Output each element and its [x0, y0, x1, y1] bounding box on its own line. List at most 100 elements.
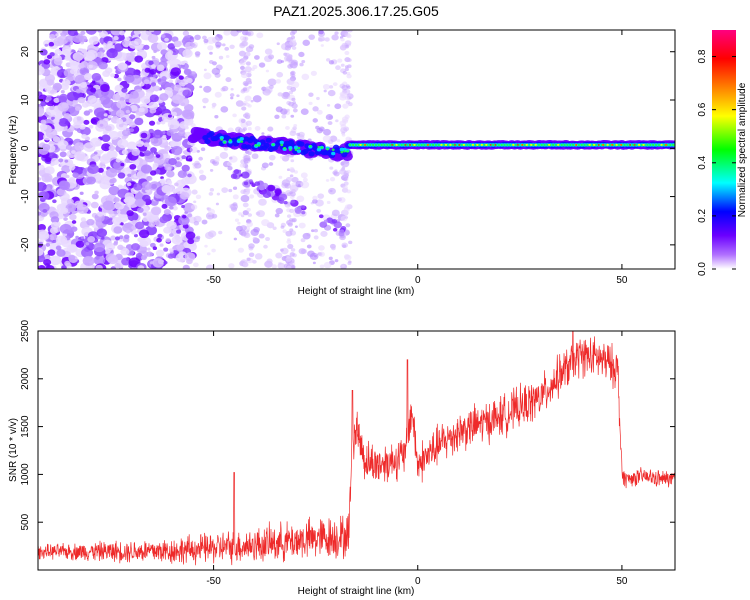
spectrogram-cell: [278, 193, 288, 201]
spectrogram-cell: [288, 146, 293, 150]
spectrogram-cell: [143, 142, 150, 148]
spectrogram-cell: [152, 129, 164, 139]
spectrogram-cell: [159, 215, 169, 224]
spectrogram-cell: [125, 229, 131, 234]
snr-frame: [37, 330, 676, 571]
spectrogram-cell: [190, 123, 196, 128]
spectrogram-cell: [503, 143, 507, 147]
spectrogram-cell: [97, 167, 104, 173]
spectrogram-cell: [97, 211, 104, 217]
spectrogram-cell: [265, 236, 270, 242]
spectrogram-cell: [256, 32, 264, 39]
spectrogram-cell: [316, 96, 320, 101]
spectrogram-cell: [129, 91, 139, 99]
spectrogram-cell: [339, 94, 347, 101]
spectrogram-cell: [135, 221, 145, 230]
spectrogram-cell: [126, 141, 137, 150]
spectrogram-cell: [246, 257, 251, 262]
spectrogram-cell: [121, 129, 131, 137]
spectrogram-cell: [128, 98, 134, 104]
spectrogram-cell: [301, 210, 306, 215]
spectrogram-cell: [400, 143, 404, 147]
spectrogram-cell: [340, 215, 348, 222]
spectrogram-cell: [164, 37, 169, 42]
x-tick-label: 0: [415, 576, 421, 587]
spectrogram-cell: [79, 124, 86, 130]
spectrogram-cell: [174, 187, 183, 195]
spectrogram-cell: [109, 48, 116, 53]
spectrogram-cell: [164, 87, 173, 94]
spectrogram-cell: [462, 143, 466, 146]
spectrogram-cell: [68, 165, 76, 171]
spectrogram-cell: [331, 209, 340, 217]
x-tick-label: -50: [206, 576, 221, 587]
spectrogram-cell: [121, 87, 128, 93]
spectrogram-cell: [97, 30, 103, 33]
spectrogram-cell: [176, 229, 182, 234]
spectrogram-cell: [301, 73, 310, 81]
spectrogram-cell: [192, 44, 198, 49]
spectrogram-cell: [252, 95, 262, 103]
spectrogram-cell: [300, 181, 310, 189]
spectrogram-cell: [337, 197, 342, 202]
spectrogram-cell: [602, 144, 605, 146]
spectrogram-cell: [334, 169, 338, 172]
spectrogram-cell: [187, 213, 193, 218]
spectrogram-cell: [50, 157, 60, 166]
spectrogram-cell: [134, 198, 145, 207]
spectrogram-cell: [336, 139, 341, 143]
spectrogram-cell: [289, 208, 295, 213]
spectrogram-cell: [343, 177, 348, 181]
spectrogram-cell: [199, 174, 207, 181]
spectrogram-cell: [312, 118, 318, 123]
spectrogram-cell: [206, 36, 216, 45]
spectrogram-cell: [312, 106, 319, 112]
spectrogram-cell: [107, 114, 112, 119]
spectrogram-cell: [43, 59, 51, 65]
spectrogram-cell: [58, 180, 71, 191]
spectrogram-cell: [294, 148, 298, 151]
spectrogram-cell: [150, 64, 156, 69]
spectrogram-cell: [219, 135, 224, 140]
spectrogram-x-ticks: -50 0 50: [206, 30, 628, 286]
spectrogram-cell: [138, 229, 150, 239]
spectrogram-cell: [150, 136, 163, 147]
spectrogram-cell: [61, 46, 72, 55]
spectrogram-cell: [344, 114, 350, 119]
spectrogram-cell: [288, 101, 295, 107]
spectrogram-cell: [131, 243, 140, 251]
spectrogram-cell: [247, 126, 252, 131]
spectrogram-cell: [53, 118, 60, 124]
spectrogram-cell: [428, 143, 432, 147]
spectrogram-cell: [203, 85, 212, 93]
spectrogram-cell: [322, 83, 330, 90]
spectrogram-cell: [258, 62, 266, 68]
spectrogram-cell: [290, 70, 296, 76]
spectrogram-cell: [312, 195, 318, 201]
spectrogram-cell: [263, 142, 270, 148]
spectrogram-cell: [229, 44, 235, 50]
spectrogram-cell: [292, 126, 297, 131]
spectrogram-cell: [244, 51, 251, 57]
spectrogram-cell: [57, 102, 70, 112]
spectrogram-cell: [43, 254, 51, 261]
spectrogram-cell: [171, 111, 178, 117]
spectrogram-cell: [91, 73, 102, 81]
spectrogram-cell: [211, 102, 217, 107]
spectrogram-cell: [220, 106, 229, 113]
spectrogram-cell: [90, 201, 99, 209]
spectrogram-cell: [208, 60, 214, 64]
spectrogram-cell: [38, 181, 47, 192]
spectrogram-cell: [203, 68, 207, 72]
spectrogram-cell: [240, 214, 245, 218]
spectrogram-cell: [258, 233, 265, 239]
spectrogram-cell: [224, 46, 230, 51]
spectrogram-cell: [240, 140, 244, 143]
spectrogram-cell: [597, 144, 600, 146]
spectrogram-cell: [278, 175, 283, 179]
spectrogram-cell: [38, 202, 50, 213]
spectrogram-cell: [177, 129, 186, 137]
spectrogram-cell: [241, 171, 250, 179]
spectrogram-cell: [144, 67, 151, 73]
spectrogram-cell: [453, 144, 456, 146]
